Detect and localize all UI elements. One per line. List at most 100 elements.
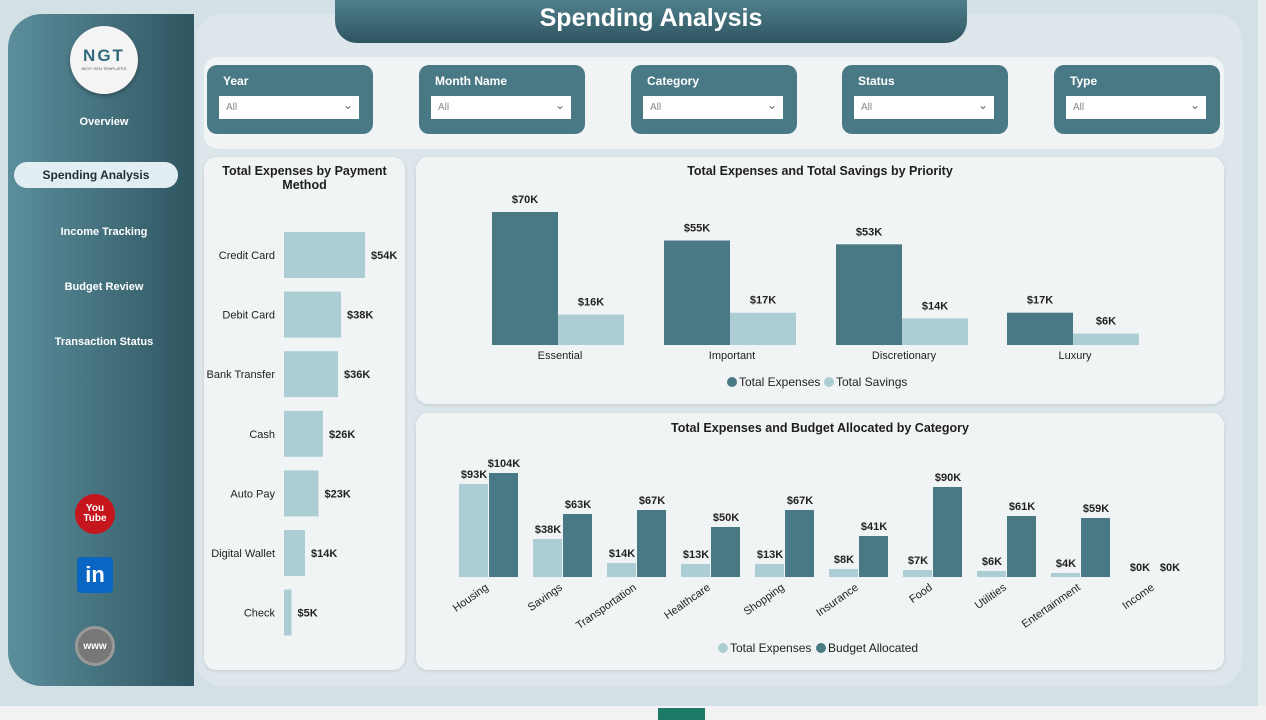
data-label: $38K bbox=[347, 310, 373, 322]
savings-bar bbox=[730, 312, 796, 345]
expenses-bar bbox=[829, 569, 858, 577]
payment-method-panel: Total Expenses by Payment Method Credit … bbox=[204, 157, 405, 670]
category-label: Cash bbox=[249, 429, 275, 441]
filter-type: Type All ⌄ bbox=[1054, 65, 1220, 134]
category-label: Healthcare bbox=[662, 582, 712, 622]
filter-dropdown[interactable]: All ⌄ bbox=[643, 96, 783, 119]
data-label: $14K bbox=[922, 300, 948, 312]
expenses-bar bbox=[836, 244, 902, 345]
nav-income-tracking[interactable]: Income Tracking bbox=[60, 226, 148, 238]
data-label: $53K bbox=[856, 226, 882, 238]
data-label: $7K bbox=[908, 555, 928, 567]
filter-value: All bbox=[650, 102, 662, 113]
expenses-bar bbox=[755, 564, 784, 577]
budget-bar bbox=[563, 514, 592, 577]
data-label: $59K bbox=[1083, 503, 1109, 515]
category-label: Discretionary bbox=[872, 350, 937, 362]
filter-value: All bbox=[861, 102, 873, 113]
expenses-bar bbox=[459, 484, 488, 577]
legend-dot-savings bbox=[824, 377, 834, 387]
legend-dot-budget bbox=[816, 643, 826, 653]
filter-month-name: Month Name All ⌄ bbox=[419, 65, 585, 134]
expenses-bar bbox=[681, 564, 710, 577]
active-sheet-tab[interactable] bbox=[658, 708, 705, 720]
data-label: $17K bbox=[750, 295, 776, 307]
linkedin-icon[interactable]: in bbox=[77, 557, 113, 593]
budget-bar bbox=[933, 487, 962, 577]
page-title: Spending Analysis bbox=[335, 0, 967, 43]
data-label: $63K bbox=[565, 499, 591, 511]
budget-bar bbox=[1007, 516, 1036, 577]
budget-bar bbox=[859, 536, 888, 577]
chevron-down-icon: ⌄ bbox=[554, 98, 565, 112]
youtube-icon[interactable]: You Tube bbox=[75, 494, 115, 534]
data-label: $6K bbox=[1096, 316, 1116, 328]
category-label: Debit Card bbox=[222, 310, 275, 322]
category-label: Savings bbox=[526, 581, 565, 614]
sidebar: NGT NEXT GEN TEMPLATES Overview Spending… bbox=[8, 14, 194, 686]
category-label: Credit Card bbox=[219, 250, 275, 262]
filter-value: All bbox=[226, 102, 238, 113]
filter-label: Status bbox=[858, 74, 895, 88]
filter-value: All bbox=[1073, 102, 1085, 113]
category-label: Income bbox=[1120, 582, 1156, 613]
nav-overview[interactable]: Overview bbox=[79, 116, 129, 128]
filter-dropdown[interactable]: All ⌄ bbox=[1066, 96, 1206, 119]
data-label: $13K bbox=[757, 549, 783, 561]
web-icon[interactable]: www bbox=[75, 626, 115, 666]
category-label: Digital Wallet bbox=[211, 548, 275, 560]
chart-title: Total Expenses and Total Savings by Prio… bbox=[687, 164, 953, 178]
data-label: $0K bbox=[1130, 562, 1150, 574]
filter-value: All bbox=[438, 102, 450, 113]
budget-bar bbox=[637, 510, 666, 577]
data-label: $38K bbox=[535, 524, 561, 536]
chevron-down-icon: ⌄ bbox=[766, 98, 777, 112]
legend-label: Budget Allocated bbox=[828, 641, 918, 655]
logo: NGT NEXT GEN TEMPLATES bbox=[70, 26, 138, 94]
budget-bar bbox=[1081, 518, 1110, 577]
data-label: $14K bbox=[609, 548, 635, 560]
filter-dropdown[interactable]: All ⌄ bbox=[854, 96, 994, 119]
category-label: Utilities bbox=[973, 581, 1009, 611]
category-label: Transportation bbox=[574, 582, 639, 632]
filter-dropdown[interactable]: All ⌄ bbox=[431, 96, 571, 119]
category-label: Insurance bbox=[814, 582, 860, 620]
bottom-bar bbox=[0, 706, 1266, 720]
category-label: Bank Transfer bbox=[207, 369, 276, 381]
data-label: $67K bbox=[787, 495, 813, 507]
category-label: Luxury bbox=[1058, 350, 1092, 362]
bar bbox=[284, 589, 292, 636]
bar bbox=[284, 410, 323, 457]
nav-budget-review[interactable]: Budget Review bbox=[64, 281, 144, 293]
expenses-bar bbox=[607, 563, 636, 577]
data-label: $23K bbox=[325, 488, 351, 500]
category-label: Auto Pay bbox=[230, 488, 275, 500]
bar bbox=[284, 232, 365, 278]
category-chart: $93K$104K Housing $38K $63K Savings $14K $67K T… bbox=[451, 458, 1180, 655]
data-label: $55K bbox=[684, 223, 710, 235]
expenses-bar bbox=[664, 240, 730, 345]
filter-label: Year bbox=[223, 74, 249, 88]
filter-dropdown[interactable]: All ⌄ bbox=[219, 96, 359, 119]
category-label: Important bbox=[709, 350, 755, 362]
data-label: $8K bbox=[834, 554, 854, 566]
legend-label: Total Expenses bbox=[730, 641, 811, 655]
data-label: $93K bbox=[461, 469, 487, 481]
nav-spending-analysis[interactable]: Spending Analysis bbox=[14, 162, 178, 188]
data-label: $104K bbox=[488, 458, 520, 470]
nav-transaction-status[interactable]: Transaction Status bbox=[54, 336, 154, 348]
data-label: $36K bbox=[344, 369, 370, 381]
data-label: $50K bbox=[713, 512, 739, 524]
chevron-down-icon: ⌄ bbox=[977, 98, 988, 112]
priority-chart: $70K $16K Essential $55K $17K Important $53K $1… bbox=[492, 194, 1139, 389]
data-label: $0K bbox=[1160, 562, 1180, 574]
savings-bar bbox=[1073, 333, 1139, 345]
budget-bar bbox=[785, 510, 814, 577]
category-label: Entertainment bbox=[1020, 582, 1083, 631]
priority-panel: Total Expenses and Total Savings by Prio… bbox=[416, 157, 1224, 404]
bar bbox=[284, 470, 319, 517]
data-label: $4K bbox=[1056, 558, 1076, 570]
savings-bar bbox=[558, 314, 624, 345]
filter-label: Type bbox=[1070, 74, 1098, 88]
data-label: $41K bbox=[861, 521, 887, 533]
